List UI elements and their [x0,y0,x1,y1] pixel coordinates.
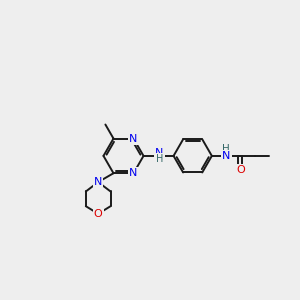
Text: N: N [94,177,102,187]
Text: N: N [129,134,138,143]
Text: O: O [94,209,103,220]
Text: N: N [222,151,230,161]
Text: H: H [222,144,230,154]
Text: N: N [155,148,164,158]
Text: O: O [236,165,245,175]
Text: H: H [156,154,163,164]
Text: N: N [129,168,138,178]
